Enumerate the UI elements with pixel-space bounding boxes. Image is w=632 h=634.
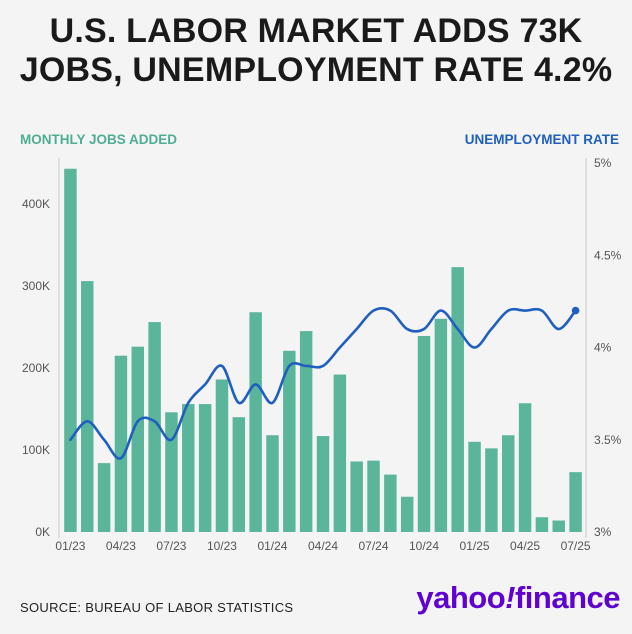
brand-word-2: finance [514, 580, 621, 615]
jobs-bar [131, 346, 144, 532]
x-tick-label: 07/24 [359, 539, 389, 553]
jobs-bar [569, 472, 582, 532]
x-tick-label: 04/25 [510, 539, 540, 553]
jobs-bar [148, 322, 161, 532]
x-tick-label: 04/24 [308, 539, 338, 553]
rate-end-marker [571, 306, 580, 315]
right-tick-label: 5% [594, 156, 612, 170]
jobs-bar [451, 267, 464, 532]
right-tick-label: 3% [594, 525, 612, 539]
x-tick-label: 07/25 [561, 539, 591, 553]
jobs-bar [283, 350, 296, 532]
jobs-bar [485, 448, 498, 532]
jobs-bar [299, 331, 313, 532]
jobs-bar [232, 417, 246, 532]
chart-title: U.S. LABOR MARKET ADDS 73K JOBS, UNEMPLO… [0, 12, 632, 90]
brand-word-1: yahoo [416, 580, 506, 615]
jobs-bar [198, 404, 212, 532]
jobs-bar [316, 436, 330, 532]
jobs-bar [114, 355, 128, 532]
jobs-bar [165, 412, 178, 532]
jobs-bars [64, 168, 582, 533]
x-tick-label: 01/25 [460, 539, 490, 553]
jobs-bar [249, 312, 262, 532]
jobs-bar [518, 403, 532, 532]
x-tick-label: 01/23 [55, 539, 85, 553]
left-tick-label: 200K [22, 361, 50, 375]
left-tick-label: 300K [22, 279, 50, 293]
left-tick-label: 0K [35, 525, 50, 539]
axes [58, 158, 587, 538]
source-note: SOURCE: BUREAU OF LABOR STATISTICS [20, 600, 294, 615]
jobs-bar [502, 435, 515, 532]
jobs-bar [400, 496, 414, 532]
unemployment-rate-line [69, 306, 577, 460]
jobs-bar [367, 460, 380, 532]
yahoo-finance-logo: yahoo!finance [416, 580, 620, 616]
jobs-bar [266, 435, 279, 532]
jobs-bar [64, 168, 77, 533]
left-axis-title: MONTHLY JOBS ADDED [20, 132, 178, 147]
chart-title-line-2: JOBS, UNEMPLOYMENT RATE 4.2% [19, 51, 613, 89]
jobs-bar [215, 379, 229, 532]
right-tick-label: 3.5% [594, 433, 622, 447]
brand-mark: ! [505, 580, 515, 615]
jobs-bar [552, 520, 565, 532]
jobs-bar [417, 336, 431, 532]
x-tick-label: 10/24 [409, 539, 439, 553]
jobs-bar [468, 441, 481, 532]
jobs-bar [350, 461, 363, 532]
right-tick-label: 4% [594, 341, 612, 355]
right-axis-title: UNEMPLOYMENT RATE [464, 132, 619, 147]
left-tick-label: 400K [22, 197, 50, 211]
left-tick-label: 100K [22, 443, 50, 457]
x-tick-label: 01/24 [257, 539, 287, 553]
jobs-bar [182, 404, 195, 532]
x-tick-label: 10/23 [207, 539, 237, 553]
jobs-bar [97, 463, 111, 532]
tick-labels: 0K 100K 200K 300K 400K 3% 3.5% 4% 4.5% 5% 01/23 04/… [22, 156, 622, 553]
rate-line-group [69, 306, 580, 460]
x-tick-label: 07/23 [156, 539, 186, 553]
chart-title-line-1: U.S. LABOR MARKET ADDS 73K [49, 12, 583, 50]
jobs-bar [81, 281, 94, 532]
jobs-bar [333, 374, 347, 532]
x-tick-label: 04/23 [106, 539, 136, 553]
jobs-bar [434, 318, 448, 532]
jobs-bar [384, 474, 397, 532]
chart-plot: 0K 100K 200K 300K 400K 3% 3.5% 4% 4.5% 5% 01/23 04/… [22, 156, 622, 553]
right-tick-label: 4.5% [594, 248, 622, 262]
jobs-bar [535, 517, 549, 532]
